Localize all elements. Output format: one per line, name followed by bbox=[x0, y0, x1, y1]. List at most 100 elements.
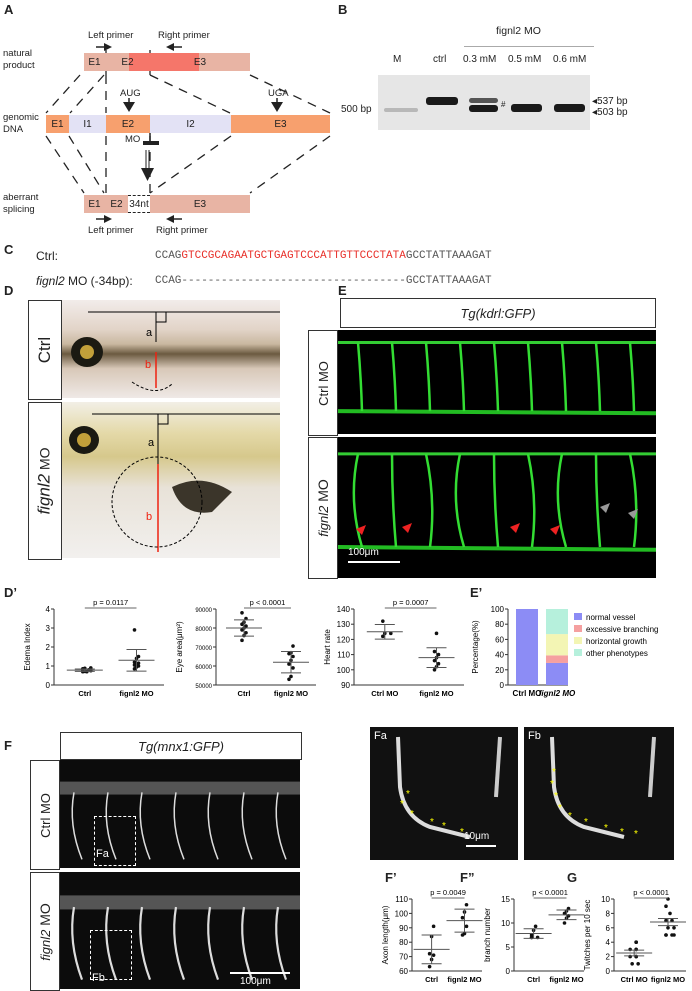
ctrl-label: Ctrl bbox=[34, 336, 54, 364]
band-537: ◂537 bp bbox=[592, 96, 628, 107]
y-tick-label: 100 bbox=[337, 666, 351, 675]
left-primer-label: Left primer bbox=[88, 30, 134, 41]
left-primer-label: Left primer bbox=[88, 225, 134, 236]
x-tick-label: fignl2 MO bbox=[447, 975, 481, 984]
branch-number-chart: 0 5 10 15 branch number Ctrl fignl2 MO p < 0.00… bbox=[483, 888, 585, 984]
y-tick-label: 3 bbox=[46, 624, 51, 633]
axon bbox=[207, 792, 219, 860]
vessel bbox=[594, 342, 602, 412]
p-value: p < 0.0001 bbox=[250, 598, 286, 607]
row-label-mo: fignl2 MO bbox=[30, 872, 60, 991]
data-point bbox=[464, 902, 469, 907]
scale-label: 100μm bbox=[348, 547, 379, 558]
data-point bbox=[287, 677, 291, 682]
data-point bbox=[432, 658, 437, 663]
aug-label: AUG bbox=[120, 88, 141, 99]
aberrant-e3: E3 bbox=[150, 195, 250, 213]
ctrl-sequence: CCAGGTCCGCAGAATGCTGAGTCCCATTGTTCCCTATAGC… bbox=[155, 250, 492, 262]
axon bbox=[275, 792, 287, 860]
y-axis-label: Heart rate bbox=[323, 629, 332, 665]
branch-marker-icon: * bbox=[552, 767, 556, 778]
p-value: p = 0.0117 bbox=[93, 598, 128, 607]
heart-rate-chart: 90 100 110 120 130 140 Heart rate Ctrl MO fignl2… bbox=[323, 598, 464, 698]
data-point bbox=[436, 652, 441, 657]
band-503-label: 503 bp bbox=[597, 107, 628, 118]
branch-marker-icon: * bbox=[604, 823, 608, 834]
gel-image bbox=[378, 75, 590, 130]
mo-neuron-image: Fb 100μm bbox=[60, 872, 300, 989]
ctrl-neuron-image: Fa bbox=[60, 760, 300, 868]
legend-swatch bbox=[574, 625, 582, 632]
ctrl-vessel-image bbox=[338, 330, 656, 434]
y-tick-label: 120 bbox=[337, 635, 351, 644]
natural-e2: E2 bbox=[105, 53, 150, 71]
panel-label-c: C bbox=[4, 242, 14, 257]
data-point bbox=[628, 947, 632, 952]
data-point bbox=[634, 954, 638, 959]
data-point bbox=[431, 924, 436, 929]
gene-name: fignl2 bbox=[36, 274, 65, 288]
branch-marker-icon: * bbox=[442, 821, 446, 832]
inset-label-fb: Fb bbox=[92, 972, 105, 984]
panel-label-d-prime: D’ bbox=[4, 585, 17, 600]
y-tick-label: 2 bbox=[46, 643, 51, 652]
p-value: p = 0.0007 bbox=[393, 598, 429, 607]
axon bbox=[241, 792, 253, 860]
branch-marker-icon: * bbox=[554, 791, 558, 802]
vessel bbox=[628, 342, 636, 412]
mo-label: MO bbox=[37, 902, 53, 930]
arrow-left-icon: ◂ bbox=[592, 96, 598, 107]
inset-fb-image: * * * * * * * * * Fb bbox=[524, 727, 674, 860]
x-tick-label: fignl2 MO bbox=[539, 689, 576, 698]
y-tick-label: 0 bbox=[46, 681, 51, 690]
scale-bar bbox=[230, 972, 290, 974]
data-point bbox=[462, 931, 467, 936]
y-tick-label: 90 bbox=[341, 681, 350, 690]
x-tick-label: fignl2 MO bbox=[274, 689, 308, 698]
mo-seq-label-rest: MO (-34bp): bbox=[64, 274, 133, 288]
branch-marker-icon: * bbox=[400, 799, 404, 810]
legend-label: normal vessel bbox=[586, 613, 636, 622]
x-tick-label: Ctrl MO bbox=[513, 689, 542, 698]
arrow-left-primer-icon bbox=[96, 43, 112, 51]
mo-label: MO bbox=[37, 447, 53, 474]
data-point bbox=[672, 926, 676, 930]
right-primer-label: Right primer bbox=[158, 30, 210, 41]
data-point bbox=[460, 915, 465, 920]
bar-segment bbox=[516, 609, 538, 685]
axon bbox=[139, 906, 152, 981]
x-tick-label: fignl2 MO bbox=[419, 689, 453, 698]
data-point bbox=[636, 962, 640, 966]
branch-marker-icon: * bbox=[584, 817, 588, 828]
x-tick-label: Ctrl bbox=[78, 689, 91, 698]
data-point bbox=[431, 953, 436, 957]
natural-e1: E1 bbox=[84, 53, 105, 71]
inset-box-fa bbox=[94, 816, 136, 866]
gel-group-label: fignl2 MO bbox=[496, 25, 541, 37]
hash-mark: # bbox=[501, 100, 506, 109]
spinal-cord bbox=[60, 895, 300, 910]
ctrl-mo-label: Ctrl MO bbox=[37, 792, 53, 838]
row-label-aberrant: aberrant splicing bbox=[3, 192, 39, 215]
data-point bbox=[562, 911, 567, 916]
vessel bbox=[338, 544, 656, 552]
axon bbox=[275, 906, 288, 981]
data-point bbox=[434, 631, 439, 636]
y-tick-label: 110 bbox=[337, 651, 350, 660]
data-point bbox=[291, 644, 295, 648]
y-tick-label: 140 bbox=[337, 605, 351, 614]
data-point bbox=[668, 911, 672, 916]
branch-marker-icon: * bbox=[550, 779, 554, 790]
y-tick-label: 0 bbox=[606, 967, 611, 976]
lane-06: 0.6 mM bbox=[553, 54, 587, 65]
branch-marker-icon: * bbox=[460, 827, 464, 838]
x-tick-label: Ctrl bbox=[238, 689, 251, 698]
row-label-mo: fignl2 MO bbox=[28, 402, 62, 560]
x-tick-label: fignl2 MO bbox=[549, 975, 583, 984]
marker-label: 500 bp bbox=[341, 104, 372, 115]
panel-label-f-prime: F’ bbox=[385, 870, 397, 885]
y-tick-label: 60 bbox=[399, 967, 408, 976]
f-title: Tg(mnx1:GFP) bbox=[60, 732, 302, 760]
x-tick-label: fignl2 MO bbox=[119, 689, 153, 698]
